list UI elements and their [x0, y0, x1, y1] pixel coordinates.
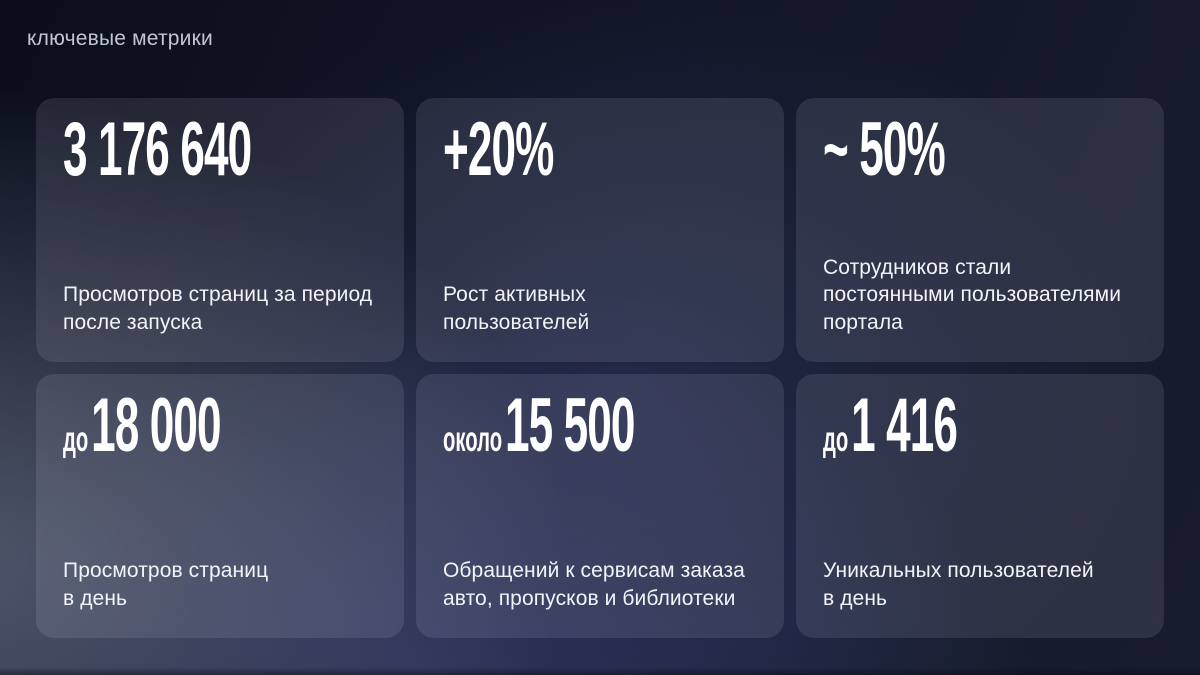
metric-number: 18 000	[91, 383, 221, 468]
metric-value: 3 176 640	[63, 112, 252, 188]
metric-description: Просмотров страниц за период после запус…	[63, 283, 373, 334]
metric-card-service-requests: около15 500 Обращений к сервисам заказа …	[416, 374, 784, 638]
metric-description: Рост активных пользователей	[443, 283, 590, 334]
metric-card-active-users-growth: +20% Рост активных пользователей	[416, 98, 784, 362]
metric-value: ~ 50%	[823, 112, 1005, 188]
metric-value: до18 000	[63, 388, 245, 464]
page-title: ключевые метрики	[27, 27, 213, 50]
metric-number: 3 176 640	[63, 107, 252, 192]
metric-card-total-pageviews: 3 176 640 Просмотров страниц за период п…	[36, 98, 404, 362]
metric-value: около15 500	[443, 388, 635, 464]
metric-description: Сотрудников стали постоянными пользовате…	[823, 255, 1122, 334]
metric-description: Просмотров страниц в день	[63, 559, 269, 610]
metric-prefix: около	[443, 420, 503, 459]
metric-number: 1 416	[851, 383, 958, 468]
metric-prefix: до	[823, 420, 849, 459]
metric-number: +20%	[443, 107, 554, 192]
metric-description: Обращений к сервисам заказа авто, пропус…	[443, 559, 745, 610]
metric-value: до1 416	[823, 388, 1005, 464]
metric-number: 15 500	[504, 383, 635, 468]
metric-card-daily-pageviews: до18 000 Просмотров страниц в день	[36, 374, 404, 638]
metric-number: ~ 50%	[823, 107, 946, 192]
metric-card-regular-users-share: ~ 50% Сотрудников стали постоянными поль…	[796, 98, 1164, 362]
metric-card-daily-unique-users: до1 416 Уникальных пользователей в день	[796, 374, 1164, 638]
metric-description: Уникальных пользователей в день	[823, 559, 1094, 610]
bottom-vignette	[0, 667, 1200, 675]
metrics-grid: 3 176 640 Просмотров страниц за период п…	[36, 98, 1164, 638]
metric-prefix: до	[63, 420, 89, 459]
metric-value: +20%	[443, 112, 625, 188]
